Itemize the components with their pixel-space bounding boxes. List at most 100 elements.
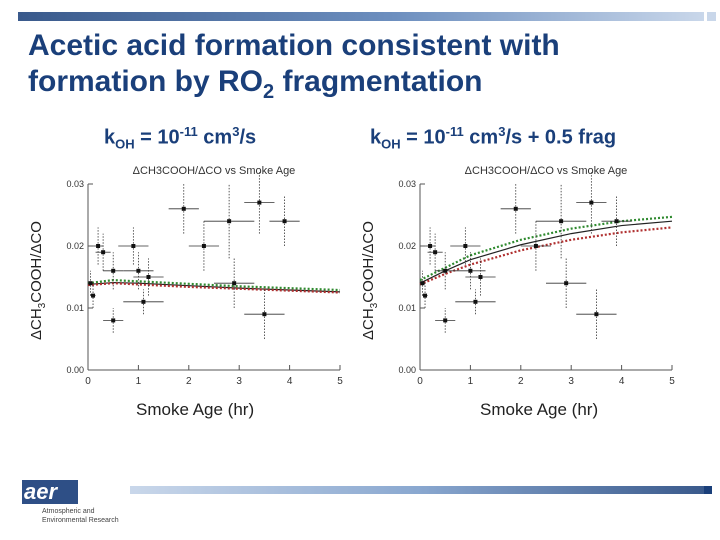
x-tick-label: 5	[669, 376, 675, 387]
panel-right-k-sub: OH	[381, 136, 401, 152]
model-series-line	[87, 282, 341, 294]
data-point	[559, 219, 564, 224]
bottom-decorative-bar	[130, 486, 712, 494]
logo-box	[22, 480, 78, 504]
data-point	[533, 244, 538, 248]
top-bar-square	[707, 12, 716, 21]
chart-right: ΔCH3COOH/ΔCO vs Smoke Age 0 1 2 3 4 5 0.00 0.01 0…	[398, 165, 675, 387]
panel-left-unit-sup: 3	[232, 124, 240, 139]
chart-inner-title: ΔCH3COOH/ΔCO vs Smoke Age	[465, 165, 628, 177]
panel-right-k: k	[370, 126, 382, 149]
data-point	[513, 206, 518, 211]
x-tick-label: 1	[468, 376, 474, 387]
data-point	[282, 219, 287, 224]
panel-right-unit: cm	[463, 126, 499, 149]
panel-right-tail: /s + 0.5 frag	[505, 126, 617, 149]
data-point	[111, 268, 116, 273]
data-point	[136, 268, 141, 273]
panel-left-k: k	[104, 126, 116, 149]
logo-line-1: Atmospheric and	[42, 508, 95, 515]
ylabel-left-sub: 3	[37, 302, 48, 309]
panel-right-eq: = 10	[400, 126, 446, 149]
x-tick-label: 3	[568, 376, 574, 387]
logo-line-2: Environmental Research	[42, 517, 119, 524]
ylabel-right: ΔCH3COOH/ΔCO	[360, 221, 380, 340]
data-point	[227, 219, 232, 224]
y-tick-label: 0.02	[66, 241, 84, 251]
title-line-2-sub: 2	[263, 81, 275, 103]
data-point	[420, 281, 425, 286]
x-tick-label: 1	[136, 376, 142, 387]
model-series-line	[419, 226, 673, 286]
slide-title: Acetic acid formation consistent with fo…	[28, 28, 688, 110]
x-tick-label: 0	[417, 376, 423, 387]
x-tick-label: 2	[186, 376, 192, 387]
title-line-2-post: fragmentation	[274, 65, 483, 98]
panel-left-k-sub: OH	[115, 136, 135, 152]
y-tick-label: 0.01	[66, 303, 84, 313]
x-tick-label: 0	[85, 376, 91, 387]
data-point	[91, 293, 96, 298]
bottom-bar-square	[704, 486, 712, 494]
logo-text: aer	[24, 479, 58, 504]
x-tick-label: 3	[236, 376, 242, 387]
data-point	[146, 275, 151, 279]
title-line-2-pre: formation by RO	[28, 65, 264, 98]
data-point	[257, 200, 262, 205]
top-decorative-bar	[18, 12, 716, 21]
ylabel-right-sub: 3	[369, 302, 380, 309]
data-point	[181, 206, 186, 211]
panel-title-left: kOH = 10-11 cm3/s	[104, 124, 256, 152]
xlabel-right: Smoke Age (hr)	[480, 400, 599, 419]
data-point	[463, 244, 468, 248]
panel-left-exp: -11	[179, 124, 198, 139]
data-point	[131, 244, 136, 248]
data-point	[589, 200, 594, 205]
panel-left-eq: = 10	[134, 126, 180, 149]
panel-left-unit: cm	[197, 126, 233, 149]
data-point	[141, 299, 146, 304]
data-point	[423, 293, 428, 298]
y-tick-label: 0.03	[66, 179, 84, 189]
data-point	[201, 244, 206, 248]
y-tick-label: 0.03	[398, 179, 416, 189]
data-point	[443, 318, 448, 323]
ylabel-left-pre: ΔCH	[28, 308, 45, 340]
ylabel-right-pre: ΔCH	[360, 308, 377, 340]
data-point	[614, 219, 619, 224]
data-point	[473, 299, 478, 304]
aer-logo: aer Atmospheric and Environmental Resear…	[18, 478, 128, 534]
data-point	[111, 318, 116, 323]
chart-inner-title: ΔCH3COOH/ΔCO vs Smoke Age	[133, 165, 296, 177]
data-point	[468, 268, 473, 273]
data-point	[594, 312, 599, 317]
model-series-line	[87, 278, 341, 292]
data-point	[232, 281, 237, 286]
data-point	[262, 312, 267, 317]
data-point	[478, 275, 483, 279]
y-tick-label: 0.01	[398, 303, 416, 313]
title-line-1: Acetic acid formation consistent with	[28, 29, 560, 62]
y-tick-label: 0.02	[398, 241, 416, 251]
panel-left-tail: /s	[239, 126, 257, 149]
x-tick-label: 4	[619, 376, 625, 387]
chart-left: ΔCH3COOH/ΔCO vs Smoke Age 0 1 2 3 4 5 0.00 0.01 0…	[66, 165, 343, 387]
panel-right-unit-sup: 3	[498, 124, 506, 139]
ylabel-right-post: COOH/ΔCO	[360, 221, 377, 303]
x-tick-label: 5	[337, 376, 343, 387]
x-tick-label: 2	[518, 376, 524, 387]
data-point	[88, 281, 93, 286]
ylabel-left: ΔCH3COOH/ΔCO	[28, 221, 48, 340]
y-tick-label: 0.00	[398, 365, 416, 375]
data-point	[428, 244, 433, 248]
data-point	[101, 250, 106, 255]
y-tick-label: 0.00	[66, 365, 84, 375]
xlabel-left: Smoke Age (hr)	[136, 400, 255, 419]
panel-title-right: kOH = 10-11 cm3/s + 0.5 frag	[370, 124, 616, 152]
data-point	[433, 250, 438, 255]
panel-right-exp: -11	[445, 124, 464, 139]
data-point	[564, 281, 569, 286]
x-tick-label: 4	[287, 376, 293, 387]
data-point	[443, 268, 448, 273]
ylabel-left-post: COOH/ΔCO	[28, 221, 45, 303]
